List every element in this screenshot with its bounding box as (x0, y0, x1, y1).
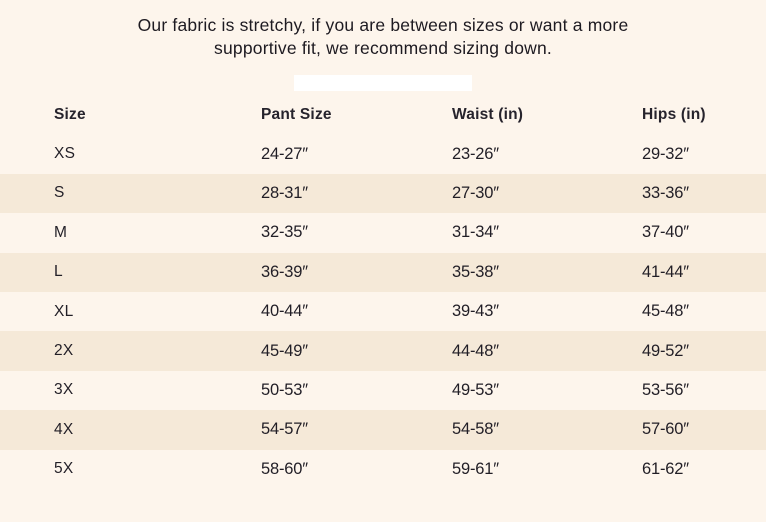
cell-waist: 44-48″ (452, 341, 499, 360)
cell-pant-size: 45-49″ (261, 341, 308, 360)
sizing-note-line-1: Our fabric is stretchy, if you are betwe… (137, 15, 629, 35)
cell-pant-size: 40-44″ (261, 302, 308, 321)
cell-size: M (54, 223, 68, 241)
cell-size: XS (54, 145, 76, 163)
cell-size: L (54, 263, 63, 281)
cell-waist: 59-61″ (452, 459, 499, 478)
cell-pant-size: 36-39″ (261, 262, 308, 281)
cell-hips: 45-48″ (642, 302, 689, 321)
cell-waist: 49-53″ (452, 380, 499, 399)
table-row-2x: 2X 45-49″ 44-48″ 49-52″ (0, 331, 766, 371)
size-chart-table: Size Pant Size Waist (in) Hips (in) XS 2… (0, 95, 766, 489)
table-row-s: S 28-31″ 27-30″ 33-36″ (0, 173, 766, 214)
sizing-note: Our fabric is stretchy, if you are betwe… (0, 0, 766, 59)
cell-waist: 39-43″ (452, 302, 499, 321)
cell-waist: 35-38″ (452, 262, 499, 281)
table-row-xl: XL 40-44″ 39-43″ 45-48″ (0, 292, 766, 331)
cell-waist: 27-30″ (452, 183, 499, 202)
cell-size: XL (54, 302, 74, 320)
cell-waist: 23-26″ (452, 144, 499, 163)
cell-hips: 33-36″ (642, 183, 689, 202)
cell-waist: 31-34″ (452, 223, 499, 242)
column-header-pant-size: Pant Size (261, 105, 332, 123)
cell-hips: 37-40″ (642, 223, 689, 242)
table-row-l: L 36-39″ 35-38″ 41-44″ (0, 252, 766, 292)
cell-hips: 29-32″ (642, 144, 689, 163)
cell-hips: 49-52″ (642, 341, 689, 360)
column-header-size: Size (54, 105, 86, 123)
sizing-note-line-2: supportive fit, we recommend sizing down… (214, 37, 552, 58)
cell-size: 5X (54, 460, 74, 478)
table-row-xs: XS 24-27″ 23-26″ 29-32″ (0, 134, 766, 173)
cell-pant-size: 28-31″ (261, 183, 308, 202)
column-header-hips: Hips (in) (642, 105, 706, 123)
table-row-m: M 32-35″ 31-34″ 37-40″ (0, 213, 766, 252)
table-row-4x: 4X 54-57″ 54-58″ 57-60″ (0, 410, 766, 450)
cell-hips: 61-62″ (642, 459, 689, 478)
cell-size: 2X (54, 342, 74, 360)
column-header-waist: Waist (in) (452, 105, 524, 123)
cell-pant-size: 58-60″ (261, 459, 308, 478)
cell-waist: 54-58″ (452, 420, 499, 439)
cell-hips: 57-60″ (642, 420, 689, 439)
cell-size: S (54, 184, 65, 202)
cell-pant-size: 54-57″ (261, 420, 308, 439)
cell-hips: 53-56″ (642, 380, 689, 399)
header-row: Size Pant Size Waist (in) Hips (in) (0, 95, 766, 134)
cell-pant-size: 50-53″ (261, 380, 308, 399)
cell-hips: 41-44″ (642, 262, 689, 281)
cell-size: 4X (54, 420, 74, 438)
cell-size: 3X (54, 381, 74, 399)
cell-pant-size: 24-27″ (261, 144, 308, 163)
highlight-bar (294, 75, 472, 91)
cell-pant-size: 32-35″ (261, 223, 308, 242)
table-row-3x: 3X 50-53″ 49-53″ 53-56″ (0, 371, 766, 410)
table-row-5x: 5X 58-60″ 59-61″ 61-62″ (0, 450, 766, 489)
